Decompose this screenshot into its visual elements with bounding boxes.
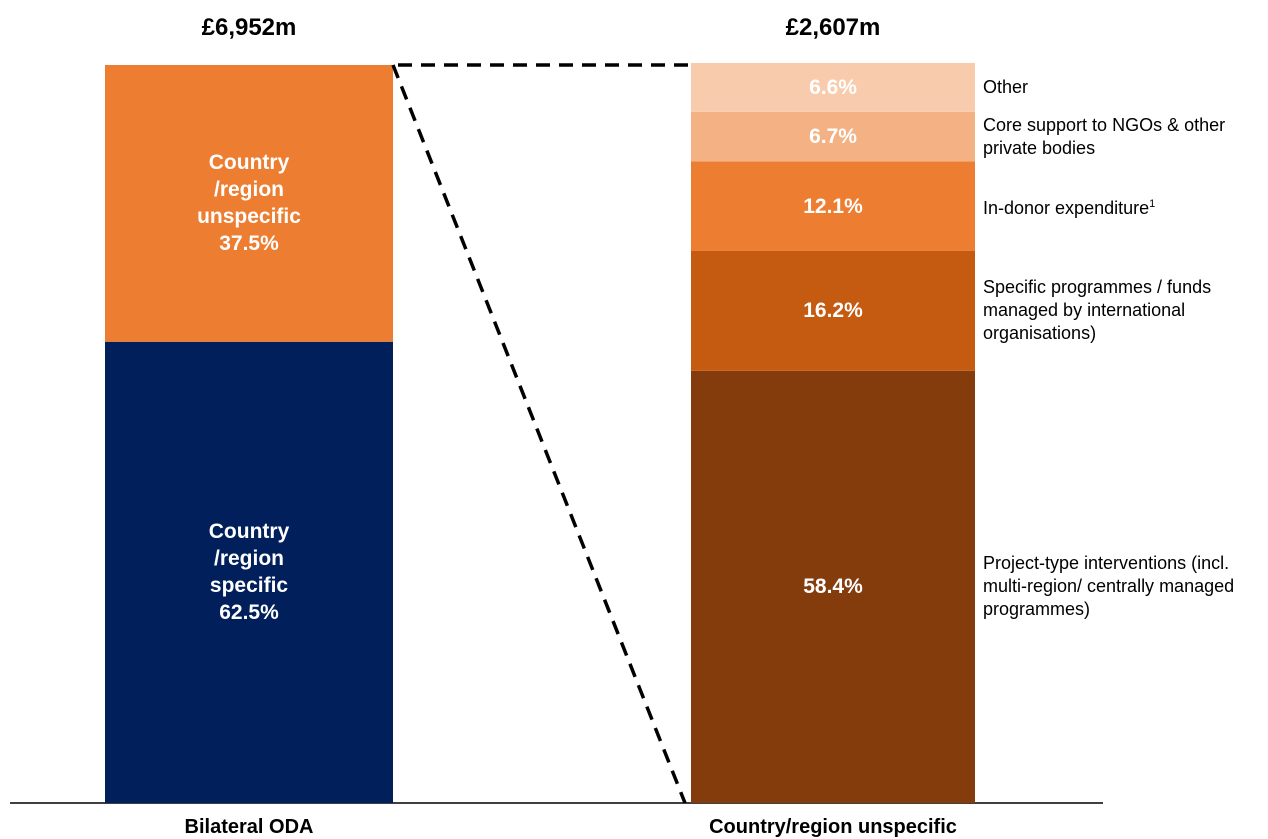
category-label: Bilateral ODA: [184, 816, 314, 838]
footnote-marker: 1: [1149, 197, 1156, 210]
segment-label: 6.7%: [691, 112, 975, 162]
legend-item: Other: [983, 63, 1268, 112]
category-label: Country/region unspecific: [709, 816, 957, 838]
bar-segment: [691, 161, 975, 251]
legend-text: Specific programmes / funds managed by i…: [983, 276, 1268, 345]
legend-item: Core support to NGOs & other private bod…: [983, 112, 1268, 162]
legend-text: Other: [983, 76, 1028, 99]
segment-value: 62.5%: [219, 601, 279, 625]
segment-label: 12.1%: [691, 161, 975, 251]
legend-item: Project-type interventions (incl. multi-…: [983, 371, 1268, 803]
legend-item: In-donor expenditure1: [983, 161, 1268, 251]
bar-segment: [691, 63, 975, 112]
legend-text: Core support to NGOs & other private bod…: [983, 114, 1268, 160]
legend-label: Project-type interventions (incl. multi-…: [983, 553, 1235, 620]
segment-label: Country /region specific 62.5%: [105, 342, 393, 803]
segment-value: 58.4%: [803, 575, 863, 599]
legend-label: Core support to NGOs & other private bod…: [983, 114, 1226, 158]
legend-label: Specific programmes / funds managed by i…: [983, 277, 1212, 344]
legend-text: In-donor expenditure1: [983, 193, 1155, 220]
bar-segment: [691, 250, 975, 371]
segment-value: 6.6%: [809, 75, 857, 99]
total-label: £2,607m: [785, 14, 881, 41]
segment-name: Country /region unspecific: [197, 151, 301, 229]
segment-label: 6.6%: [691, 63, 975, 112]
connector-bottom: [391, 64, 687, 804]
segment-value: 16.2%: [803, 299, 863, 323]
segment-label: 58.4%: [691, 371, 975, 803]
segment-name: Country /region specific: [208, 520, 290, 598]
legend-label: In-donor expenditure: [983, 197, 1150, 218]
bar-segment: [691, 111, 975, 162]
bar-segment: [105, 341, 393, 803]
legend-item: Specific programmes / funds managed by i…: [983, 251, 1268, 371]
segment-value: 12.1%: [803, 194, 863, 218]
segment-value: 6.7%: [809, 125, 857, 149]
total-label: £6,952m: [201, 14, 297, 41]
legend-label: Other: [983, 76, 1029, 97]
segment-label: 16.2%: [691, 251, 975, 371]
bar-segment: [105, 65, 393, 342]
segment-label: Country /region unspecific 37.5%: [105, 65, 393, 342]
bar-segment: [691, 370, 975, 803]
segment-value: 37.5%: [219, 232, 279, 256]
legend-text: Project-type interventions (incl. multi-…: [983, 552, 1268, 621]
